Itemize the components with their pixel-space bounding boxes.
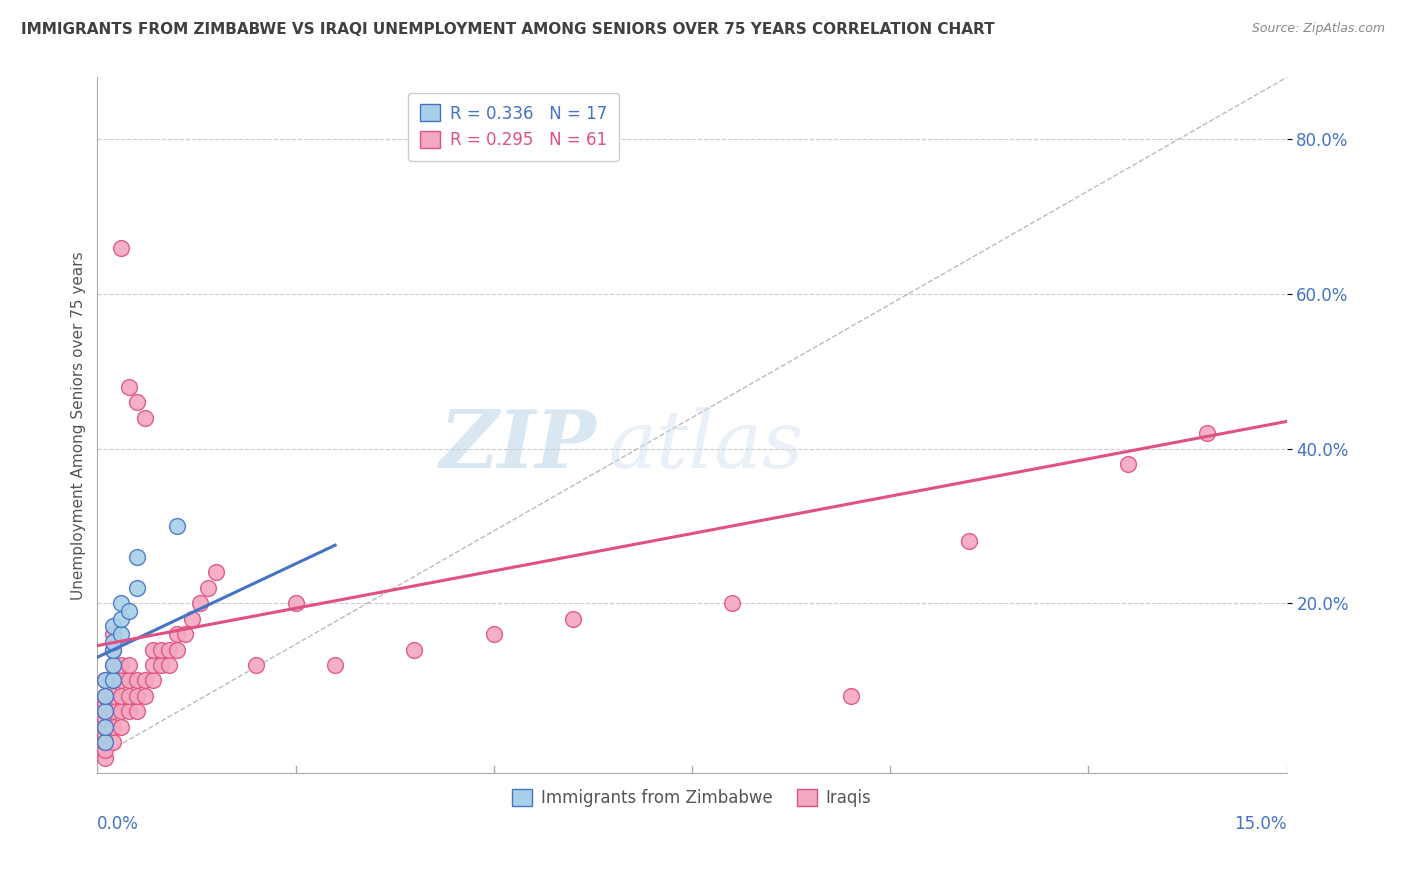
Point bbox=[94, 704, 117, 718]
Point bbox=[103, 627, 125, 641]
Text: 15.0%: 15.0% bbox=[1234, 815, 1286, 833]
Point bbox=[110, 611, 132, 625]
Point bbox=[166, 627, 188, 641]
Point bbox=[103, 673, 125, 688]
Point bbox=[142, 673, 165, 688]
Point bbox=[118, 689, 141, 703]
Point bbox=[173, 627, 195, 641]
Point bbox=[94, 720, 117, 734]
Point bbox=[94, 727, 117, 741]
Point bbox=[125, 704, 148, 718]
Point bbox=[103, 619, 125, 633]
Point bbox=[149, 657, 172, 672]
Point bbox=[125, 689, 148, 703]
Point bbox=[94, 689, 117, 703]
Point bbox=[125, 395, 148, 409]
Point bbox=[94, 750, 117, 764]
Point bbox=[125, 549, 148, 564]
Text: ZIP: ZIP bbox=[440, 408, 596, 485]
Point bbox=[959, 534, 981, 549]
Point bbox=[103, 689, 125, 703]
Point bbox=[103, 657, 125, 672]
Point bbox=[103, 673, 125, 688]
Legend: Immigrants from Zimbabwe, Iraqis: Immigrants from Zimbabwe, Iraqis bbox=[506, 782, 879, 814]
Point bbox=[284, 596, 307, 610]
Point bbox=[157, 642, 180, 657]
Text: IMMIGRANTS FROM ZIMBABWE VS IRAQI UNEMPLOYMENT AMONG SENIORS OVER 75 YEARS CORRE: IMMIGRANTS FROM ZIMBABWE VS IRAQI UNEMPL… bbox=[21, 22, 994, 37]
Point bbox=[134, 673, 156, 688]
Point bbox=[94, 673, 117, 688]
Point bbox=[110, 673, 132, 688]
Text: Source: ZipAtlas.com: Source: ZipAtlas.com bbox=[1251, 22, 1385, 36]
Point bbox=[94, 697, 117, 711]
Point bbox=[118, 673, 141, 688]
Point bbox=[190, 596, 212, 610]
Point bbox=[1116, 457, 1139, 471]
Point bbox=[103, 720, 125, 734]
Point bbox=[134, 410, 156, 425]
Point bbox=[110, 704, 132, 718]
Point bbox=[205, 565, 228, 579]
Point bbox=[110, 627, 132, 641]
Point bbox=[245, 657, 267, 672]
Point bbox=[323, 657, 346, 672]
Point bbox=[94, 712, 117, 726]
Point bbox=[181, 611, 204, 625]
Point bbox=[134, 689, 156, 703]
Point bbox=[197, 581, 219, 595]
Point bbox=[1197, 425, 1219, 440]
Point bbox=[720, 596, 742, 610]
Point bbox=[110, 596, 132, 610]
Point bbox=[839, 689, 862, 703]
Point bbox=[125, 673, 148, 688]
Point bbox=[110, 689, 132, 703]
Point bbox=[103, 704, 125, 718]
Point bbox=[94, 735, 117, 749]
Point bbox=[142, 642, 165, 657]
Point bbox=[103, 634, 125, 648]
Point bbox=[94, 689, 117, 703]
Point bbox=[103, 657, 125, 672]
Point bbox=[482, 627, 505, 641]
Point bbox=[166, 518, 188, 533]
Point bbox=[103, 642, 125, 657]
Point bbox=[118, 657, 141, 672]
Point bbox=[118, 704, 141, 718]
Point bbox=[149, 642, 172, 657]
Point bbox=[125, 581, 148, 595]
Point bbox=[94, 673, 117, 688]
Point bbox=[157, 657, 180, 672]
Point bbox=[118, 379, 141, 393]
Text: 0.0%: 0.0% bbox=[97, 815, 139, 833]
Point bbox=[404, 642, 426, 657]
Point bbox=[94, 704, 117, 718]
Y-axis label: Unemployment Among Seniors over 75 years: Unemployment Among Seniors over 75 years bbox=[72, 251, 86, 599]
Point bbox=[110, 657, 132, 672]
Point bbox=[103, 735, 125, 749]
Text: atlas: atlas bbox=[609, 408, 804, 485]
Point bbox=[142, 657, 165, 672]
Point bbox=[94, 735, 117, 749]
Point bbox=[118, 604, 141, 618]
Point bbox=[166, 642, 188, 657]
Point bbox=[562, 611, 585, 625]
Point bbox=[94, 720, 117, 734]
Point bbox=[110, 720, 132, 734]
Point bbox=[103, 642, 125, 657]
Point bbox=[110, 240, 132, 254]
Point bbox=[94, 743, 117, 757]
